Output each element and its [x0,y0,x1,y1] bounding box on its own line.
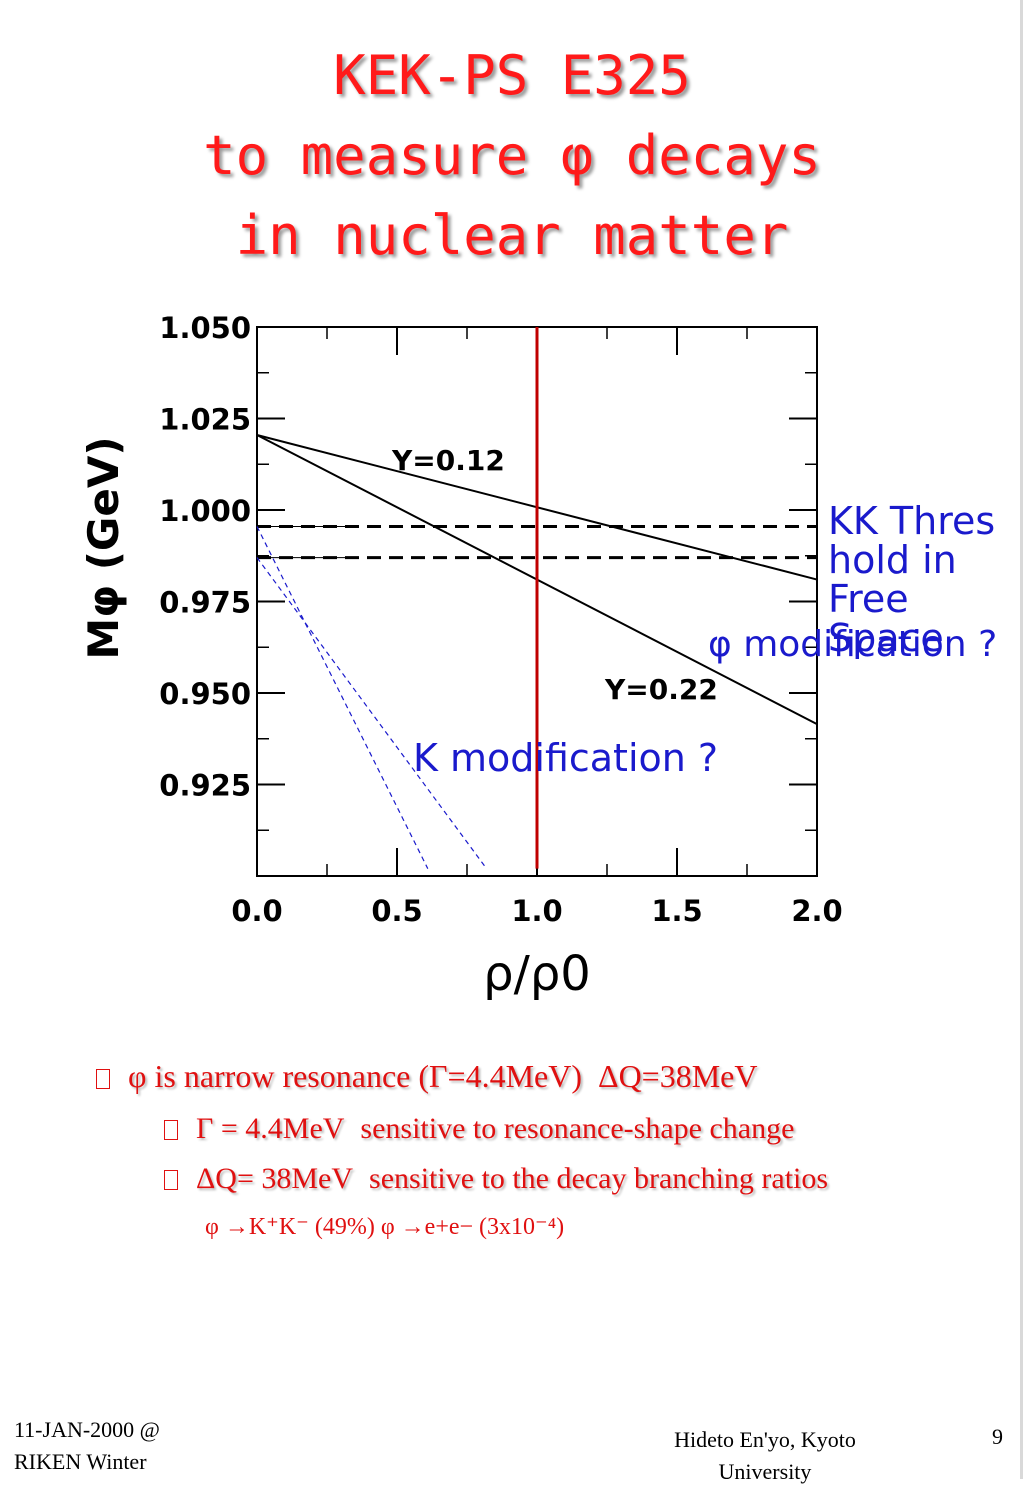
x-tick-label: 2.0 [791,894,842,928]
y-tick-label: 0.950 [159,677,251,711]
right-edge-rule [1020,0,1023,1479]
footer-author: Hideto En'yo, Kyoto University [640,1424,890,1488]
bullet-3-extra: sensitive to the decay branching ratios [369,1162,829,1195]
k-modification-annotation: K modification ? [413,736,719,780]
series-label-y022: Y=0.22 [604,673,718,706]
series-line-4 [256,526,429,869]
y-tick-label: 1.025 [159,403,251,437]
bullet-1-text: φ is narrow resonance (Γ=4.4MeV) [128,1058,582,1094]
x-tick-label: 1.0 [511,894,562,928]
bullet-2-text: Γ = 4.4MeV [196,1112,345,1145]
footer-date-line-2: RIKEN Winter [14,1449,147,1474]
title-line-1: KEK-PS E325 [333,44,691,107]
x-tick-label: 1.5 [651,894,702,928]
footer-author-line-1: Hideto En'yo, Kyoto [674,1427,856,1452]
bullet-1: φ is narrow resonance (Γ=4.4MeV) ΔQ=38MeV [96,1058,757,1095]
y-tick-label: 0.975 [159,586,251,620]
footer-author-line-2: University [718,1459,812,1484]
slide-title: KEK-PS E325 to measure φ decays in nucle… [0,36,1024,276]
y-tick-label: 1.050 [159,311,251,345]
page-number: 9 [992,1424,1003,1449]
footer-date-line-1: 11-JAN-2000 @ [14,1417,160,1442]
footer-date: 11-JAN-2000 @ RIKEN Winter [14,1414,160,1478]
bullet-marker [164,1120,178,1140]
bullet-marker [164,1170,178,1190]
title-line-3: in nuclear matter [235,204,789,267]
bullet-3-text: ΔQ= 38MeV [196,1162,354,1195]
decay-modes-line: φ →K⁺K⁻ (49%) φ →e+e− (3x10⁻⁴) [205,1214,565,1240]
kk-threshold-annotation: KK Thres hold in Free Space [828,499,996,660]
x-tick-label: 0.5 [371,894,422,928]
y-tick-label: 1.000 [159,494,251,528]
y-tick-label: 0.925 [159,769,251,803]
phi-mass-chart: 1.050 1.025 1.000 0.975 0.950 0.925 0.0 0.5 1.0 1… [79,311,843,1002]
x-axis-label: ρ/ρ0 [483,946,591,1002]
series-line-5 [256,557,488,870]
bullet-2: Γ = 4.4MeV sensitive to resonance-shape c… [164,1112,794,1146]
y-axis-label: Mφ (GeV) [79,436,128,659]
x-tick-label: 0.0 [231,894,282,928]
phi-modification-annotation: φ modification ? [708,624,998,665]
bullet-marker [96,1069,110,1089]
series-label-y012: Y=0.12 [391,444,505,477]
bullet-3: ΔQ= 38MeV sensitive to the decay branchin… [164,1162,828,1196]
bullet-1-extra: ΔQ=38MeV [597,1058,758,1094]
bullet-2-extra: sensitive to resonance-shape change [360,1112,795,1145]
title-line-2: to measure φ decays [203,124,821,187]
